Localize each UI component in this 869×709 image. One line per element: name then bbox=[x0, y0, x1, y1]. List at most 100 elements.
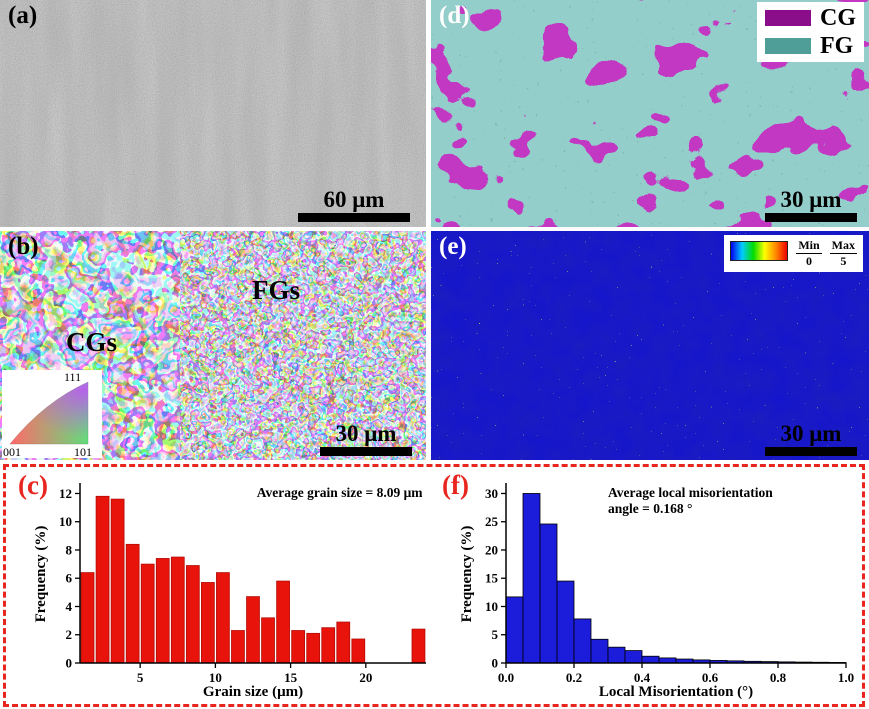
x-tick-label: 0.4 bbox=[634, 670, 651, 685]
colorbar-min: Min 0 bbox=[796, 238, 822, 269]
y-tick-label: 0 bbox=[66, 656, 73, 671]
panel-d-cg-fg-map: (d) CG FG 30 μm bbox=[431, 0, 869, 227]
annotation: angle = 0.168 ° bbox=[608, 501, 692, 516]
ebsd-image bbox=[0, 231, 426, 460]
histogram-bar bbox=[291, 630, 305, 664]
scalebar-a-text: 60 μm bbox=[323, 186, 385, 212]
x-axis-title: Local Misorientation (°) bbox=[599, 684, 753, 700]
misorientation-image bbox=[431, 231, 869, 460]
histogram-bar bbox=[539, 523, 558, 664]
cg-label: CG bbox=[820, 5, 856, 31]
histogram-bar bbox=[261, 617, 275, 664]
sem-image bbox=[0, 0, 426, 227]
histogram-bar bbox=[351, 638, 366, 664]
scalebar-a-bar bbox=[298, 213, 410, 222]
ipf-color-key: 111 001 101 bbox=[2, 370, 102, 458]
x-axis-title: Grain size (μm) bbox=[203, 684, 303, 700]
histogram-bar bbox=[624, 650, 643, 664]
histogram-bar bbox=[95, 495, 110, 664]
x-tick-label: 0.0 bbox=[498, 670, 514, 685]
x-tick-label: 10 bbox=[209, 670, 222, 685]
colorbar-min-label: Min bbox=[796, 238, 822, 254]
y-tick-label: 10 bbox=[485, 599, 498, 614]
cg-color-swatch bbox=[765, 10, 811, 26]
histogram-bar bbox=[110, 498, 125, 664]
x-tick-label: 1.0 bbox=[838, 670, 854, 685]
ipf-triangle-b bbox=[10, 382, 88, 444]
y-tick-label: 30 bbox=[485, 486, 498, 501]
panel-a-sem-micrograph: (a) 60 μm bbox=[0, 0, 426, 227]
legend-item-fg: FG bbox=[765, 34, 856, 58]
histogram-bar bbox=[607, 646, 626, 664]
fg-label: FG bbox=[820, 33, 854, 59]
scalebar-e-bar bbox=[765, 447, 857, 456]
colorbar-max-value: 5 bbox=[840, 254, 847, 268]
histogram-bar bbox=[658, 657, 677, 664]
colorbar-gradient bbox=[730, 241, 789, 261]
scalebar-a: 60 μm bbox=[298, 186, 410, 222]
histogram-bar bbox=[522, 493, 541, 664]
histogram-bar bbox=[505, 596, 524, 664]
histogram-bar bbox=[246, 596, 260, 664]
x-tick-label: 5 bbox=[137, 670, 144, 685]
histogram-bar bbox=[155, 558, 170, 664]
scalebar-d-text: 30 μm bbox=[780, 186, 842, 212]
y-axis-title: Frequency (%) bbox=[459, 526, 475, 623]
scalebar-e-text: 30 μm bbox=[780, 420, 842, 446]
ipf-label-001: 001 bbox=[3, 445, 21, 458]
histogram-bar bbox=[140, 563, 155, 664]
misorientation-histogram: 0.0 0.2 0.4 0.6 0.8 1.0 0 5 10 15 20 25 30 Local Miso… bbox=[459, 483, 854, 700]
scalebar-b-bar bbox=[320, 447, 412, 456]
annotation: Average grain size = 8.09 μm bbox=[257, 485, 424, 500]
annotation: Average local misorientation bbox=[608, 485, 773, 500]
sem-streaks bbox=[0, 0, 426, 227]
histogram-bar bbox=[336, 621, 351, 664]
histogram-bar bbox=[231, 630, 245, 664]
y-tick-label: 15 bbox=[485, 571, 499, 586]
ipf-label-101: 101 bbox=[74, 445, 92, 458]
histogram-bar bbox=[201, 582, 215, 664]
x-tick-label: 0.8 bbox=[770, 670, 787, 685]
histogram-bar bbox=[590, 638, 609, 664]
y-tick-label: 10 bbox=[59, 514, 72, 529]
scalebar-d-bar bbox=[765, 213, 857, 222]
panel-label-a: (a) bbox=[8, 2, 38, 29]
cg-fg-legend: CG FG bbox=[757, 2, 864, 62]
scalebar-b: 30 μm bbox=[320, 420, 412, 456]
panel-b-ebsd-ipf-map: (b) CGs FGs 111 001 101 30 μm bbox=[0, 231, 426, 460]
y-tick-label: 25 bbox=[485, 514, 499, 529]
y-tick-label: 8 bbox=[66, 542, 73, 557]
histogram-bar bbox=[170, 556, 185, 664]
scalebar-e: 30 μm bbox=[765, 420, 857, 456]
colorbar-max: Max 5 bbox=[829, 238, 857, 269]
histogram-bar bbox=[573, 618, 592, 664]
x-tick-label: 0.6 bbox=[702, 670, 719, 685]
panel-label-d: (d) bbox=[439, 2, 470, 29]
histogram-bar bbox=[411, 628, 426, 664]
y-tick-label: 5 bbox=[492, 627, 499, 642]
y-axis-title: Frequency (%) bbox=[33, 526, 49, 623]
ebsd-fine-grains bbox=[180, 231, 426, 460]
grain-size-histogram: 5 10 15 20 0 2 4 6 8 10 12 Grain size (μm) Frequency… bbox=[33, 483, 426, 700]
histogram-bar bbox=[276, 580, 290, 664]
histogram-bar bbox=[556, 580, 575, 664]
cgs-annotation: CGs bbox=[66, 327, 118, 357]
histogram-bar bbox=[80, 572, 95, 664]
y-tick-label: 6 bbox=[66, 571, 73, 586]
x-tick-label: 20 bbox=[359, 670, 372, 685]
panel-label-f: (f) bbox=[442, 470, 469, 500]
ipf-label-111: 111 bbox=[64, 370, 81, 384]
misorientation-colorbar: Min 0 Max 5 bbox=[724, 235, 863, 272]
fgs-annotation: FGs bbox=[252, 275, 301, 305]
scalebar-b-text: 30 μm bbox=[335, 420, 397, 446]
panel-label-e: (e) bbox=[439, 233, 467, 260]
colorbar-min-value: 0 bbox=[806, 254, 812, 268]
histograms-box: (c) 5 10 15 20 0 2 4 6 8 10 12 Grain size (μm) Frequ… bbox=[3, 464, 865, 707]
y-tick-label: 4 bbox=[66, 599, 73, 614]
panel-label-b: (b) bbox=[8, 233, 39, 260]
histogram-bar bbox=[185, 565, 200, 664]
histogram-bar bbox=[306, 632, 321, 664]
histogram-bar bbox=[216, 572, 230, 664]
scalebar-d: 30 μm bbox=[765, 186, 857, 222]
panel-e-misorientation-map: (e) Min 0 Max 5 30 μm bbox=[431, 231, 869, 460]
